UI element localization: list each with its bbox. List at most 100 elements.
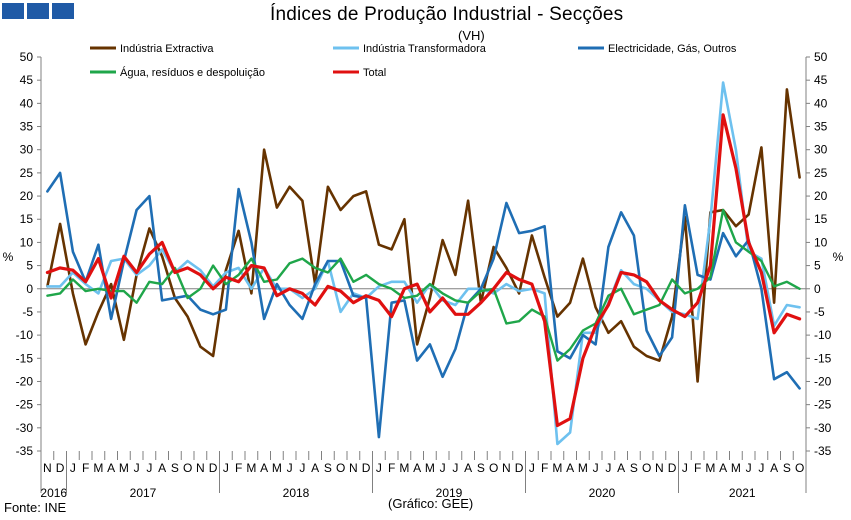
x-tick-label: J bbox=[223, 461, 229, 475]
y-tick-label-left: 15 bbox=[20, 212, 34, 226]
y-tick-label-right: -5 bbox=[814, 305, 825, 319]
y-tick-label-left: -30 bbox=[16, 421, 34, 435]
year-label: 2016 bbox=[40, 486, 67, 500]
x-tick-label: A bbox=[158, 461, 166, 475]
y-tick-label-right: -25 bbox=[814, 398, 832, 412]
x-tick-label: F bbox=[82, 461, 89, 475]
x-tick-label: D bbox=[56, 461, 65, 475]
y-tick-label-left: 40 bbox=[20, 96, 34, 110]
x-tick-label: S bbox=[477, 461, 485, 475]
x-tick-label: J bbox=[452, 461, 458, 475]
y-axis-label-right: % bbox=[833, 250, 844, 264]
x-tick-label: J bbox=[146, 461, 152, 475]
year-label: 2021 bbox=[729, 486, 756, 500]
x-tick-label: M bbox=[552, 461, 562, 475]
x-tick-label: A bbox=[107, 461, 115, 475]
y-tick-label-left: 0 bbox=[26, 282, 33, 296]
x-tick-label: A bbox=[464, 461, 472, 475]
x-tick-label: J bbox=[70, 461, 76, 475]
y-tick-label-right: 35 bbox=[814, 120, 828, 134]
y-tick-label-left: -10 bbox=[16, 328, 34, 342]
x-tick-label: O bbox=[642, 461, 651, 475]
legend-label: Total bbox=[363, 67, 386, 79]
y-tick-label-right: -20 bbox=[814, 374, 832, 388]
y-tick-label-right: 30 bbox=[814, 143, 828, 157]
gee-logo bbox=[2, 3, 74, 19]
y-tick-label-right: 20 bbox=[814, 189, 828, 203]
y-tick-label-left: -15 bbox=[16, 351, 34, 365]
x-tick-label: A bbox=[413, 461, 421, 475]
x-tick-label: A bbox=[311, 461, 319, 475]
x-tick-label: M bbox=[399, 461, 409, 475]
y-tick-label-left: -20 bbox=[16, 374, 34, 388]
x-tick-label: A bbox=[566, 461, 574, 475]
x-tick-label: M bbox=[425, 461, 435, 475]
x-tick-label: A bbox=[260, 461, 268, 475]
y-tick-label-left: -5 bbox=[22, 305, 33, 319]
legend-label: Indústria Transformadora bbox=[363, 43, 487, 55]
y-tick-label-right: -30 bbox=[814, 421, 832, 435]
x-tick-label: J bbox=[758, 461, 764, 475]
x-tick-label: M bbox=[272, 461, 282, 475]
y-tick-label-left: 30 bbox=[20, 143, 34, 157]
legend-label: Indústria Extractiva bbox=[120, 43, 214, 55]
y-tick-label-right: 45 bbox=[814, 73, 828, 87]
credit-note: (Gráfico: GEE) bbox=[388, 496, 474, 511]
legend-label: Electricidade, Gás, Outros bbox=[608, 43, 737, 55]
x-tick-label: S bbox=[630, 461, 638, 475]
x-tick-label: J bbox=[376, 461, 382, 475]
legend-label: Água, resíduos e despoluição bbox=[120, 66, 265, 79]
x-tick-label: F bbox=[541, 461, 548, 475]
y-tick-label-left: 5 bbox=[26, 259, 33, 273]
logo-square bbox=[27, 3, 49, 19]
y-tick-label-right: 5 bbox=[814, 259, 821, 273]
x-tick-label: J bbox=[287, 461, 293, 475]
x-tick-label: F bbox=[388, 461, 395, 475]
x-tick-label: J bbox=[134, 461, 140, 475]
logo-square bbox=[2, 3, 24, 19]
x-tick-label: F bbox=[694, 461, 701, 475]
y-tick-label-right: -15 bbox=[814, 351, 832, 365]
x-tick-label: O bbox=[183, 461, 192, 475]
x-tick-label: J bbox=[299, 461, 305, 475]
chart-subtitle: (VH) bbox=[458, 28, 485, 43]
x-tick-label: J bbox=[746, 461, 752, 475]
y-tick-label-right: 25 bbox=[814, 166, 828, 180]
year-label: 2017 bbox=[130, 486, 157, 500]
x-tick-label: F bbox=[235, 461, 242, 475]
x-tick-label: S bbox=[783, 461, 791, 475]
y-tick-label-right: 50 bbox=[814, 50, 828, 64]
year-label: 2019 bbox=[436, 486, 463, 500]
x-tick-label: D bbox=[515, 461, 524, 475]
y-tick-label-right: 40 bbox=[814, 96, 828, 110]
y-tick-label-right: -10 bbox=[814, 328, 832, 342]
y-axis-label-left: % bbox=[3, 250, 14, 264]
x-tick-label: J bbox=[529, 461, 535, 475]
y-tick-label-right: 0 bbox=[814, 282, 821, 296]
x-tick-label: D bbox=[209, 461, 218, 475]
x-tick-label: D bbox=[362, 461, 371, 475]
x-tick-label: A bbox=[719, 461, 727, 475]
year-label: 2020 bbox=[589, 486, 616, 500]
x-tick-label: J bbox=[440, 461, 446, 475]
x-tick-label: N bbox=[502, 461, 511, 475]
x-tick-label: M bbox=[93, 461, 103, 475]
year-label: 2018 bbox=[283, 486, 310, 500]
y-tick-label-left: 20 bbox=[20, 189, 34, 203]
y-tick-label-left: 50 bbox=[20, 50, 34, 64]
x-tick-label: J bbox=[682, 461, 688, 475]
series-line-2 bbox=[46, 171, 801, 439]
x-tick-label: J bbox=[593, 461, 599, 475]
source-note: Fonte: INE bbox=[4, 500, 67, 515]
x-tick-label: N bbox=[43, 461, 52, 475]
x-tick-label: S bbox=[324, 461, 332, 475]
x-tick-label: N bbox=[655, 461, 664, 475]
x-tick-label: S bbox=[171, 461, 179, 475]
x-tick-label: O bbox=[489, 461, 498, 475]
y-tick-label-left: -25 bbox=[16, 398, 34, 412]
y-tick-label-left: 10 bbox=[20, 235, 34, 249]
y-tick-label-left: 35 bbox=[20, 120, 34, 134]
x-tick-label: O bbox=[336, 461, 345, 475]
series-line-4 bbox=[45, 113, 802, 428]
